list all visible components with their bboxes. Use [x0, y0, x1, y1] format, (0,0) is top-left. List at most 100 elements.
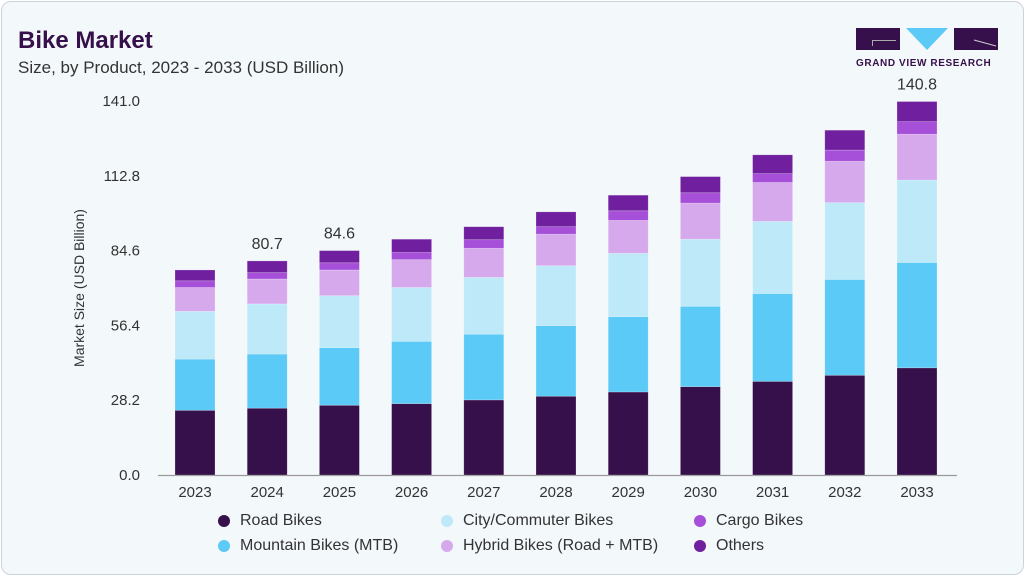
bar-segment-hybrid-bikes-road-mtb-2027 [463, 247, 505, 278]
bar-segment-road-bikes-2031 [752, 381, 793, 476]
legend-label: Others [716, 537, 765, 554]
bar-segment-mountain-bikes-mtb-2032 [824, 279, 866, 376]
bar-segment-hybrid-bikes-road-mtb-2026 [391, 259, 432, 288]
bar-segment-others-2026 [391, 238, 432, 253]
chart-subtitle: Size, by Product, 2023 - 2033 (USD Billi… [18, 58, 344, 77]
legend-label: Road Bikes [240, 512, 322, 529]
legend-swatch [694, 515, 706, 527]
x-tick-label: 2027 [467, 484, 500, 501]
legend-swatch [441, 515, 453, 527]
bar-segment-others-2029 [607, 194, 649, 212]
bar-segment-others-2028 [535, 211, 577, 228]
bar-segment-mountain-bikes-mtb-2026 [391, 341, 432, 404]
bar-segment-city-commuter-bikes-2033 [896, 179, 938, 263]
bar-segment-others-2033 [896, 101, 938, 122]
y-tick-label: 141.0 [102, 93, 140, 110]
bar-segment-city-commuter-bikes-2023 [174, 311, 216, 360]
bar-segment-cargo-bikes-2028 [535, 226, 577, 235]
data-label: 80.7 [252, 236, 283, 253]
y-tick-label: 56.4 [111, 317, 140, 334]
legend-swatch [218, 515, 230, 527]
bar-segment-hybrid-bikes-road-mtb-2025 [319, 269, 360, 296]
legend-label: Hybrid Bikes (Road + MTB) [463, 537, 659, 554]
bar-segment-city-commuter-bikes-2027 [463, 277, 505, 335]
data-label: 140.8 [897, 77, 937, 94]
bar-segment-others-2025 [319, 250, 360, 264]
bar-segment-others-2023 [174, 269, 216, 282]
bar-segment-road-bikes-2027 [463, 399, 505, 476]
y-tick-label: 112.8 [104, 168, 140, 185]
y-tick-label: 28.2 [111, 392, 140, 409]
x-tick-label: 2025 [323, 484, 356, 501]
bar-segment-hybrid-bikes-road-mtb-2031 [752, 182, 793, 222]
bar-segment-mountain-bikes-mtb-2023 [174, 358, 216, 411]
bar-segment-cargo-bikes-2033 [896, 121, 938, 135]
bar-segment-road-bikes-2030 [680, 386, 721, 476]
bar-segment-mountain-bikes-mtb-2030 [680, 306, 721, 387]
bar-segment-road-bikes-2026 [391, 403, 432, 476]
bar-segment-mountain-bikes-mtb-2031 [752, 293, 793, 382]
legend-item: Road Bikes [218, 512, 322, 530]
x-tick-label: 2033 [900, 484, 933, 501]
bar-segment-cargo-bikes-2026 [391, 252, 432, 260]
bar-segment-others-2031 [752, 154, 793, 174]
bar-segment-others-2024 [246, 260, 288, 273]
bar-segment-hybrid-bikes-road-mtb-2033 [896, 133, 938, 181]
x-tick-label: 2030 [684, 484, 717, 501]
bar-segment-road-bikes-2028 [535, 395, 577, 476]
x-tick-label: 2026 [395, 484, 428, 501]
legend-label: Mountain Bikes (MTB) [240, 537, 399, 554]
bar-segment-hybrid-bikes-road-mtb-2028 [535, 233, 577, 267]
legend-item: Mountain Bikes (MTB) [218, 537, 398, 555]
bar-segment-city-commuter-bikes-2026 [391, 287, 432, 342]
grand-view-research-logo [856, 28, 998, 50]
x-tick-label: 2024 [251, 484, 284, 501]
data-label: 84.6 [324, 226, 355, 243]
bar-segment-road-bikes-2024 [246, 407, 288, 476]
bar-segment-city-commuter-bikes-2029 [607, 252, 649, 317]
bar-segment-hybrid-bikes-road-mtb-2024 [246, 278, 288, 305]
legend-swatch [694, 540, 706, 552]
bar-segment-others-2030 [680, 176, 721, 194]
bar-segment-mountain-bikes-mtb-2025 [319, 347, 360, 406]
legend-item: City/Commuter Bikes [441, 512, 613, 530]
bar-segment-road-bikes-2033 [896, 367, 938, 476]
bar-segment-cargo-bikes-2030 [680, 192, 721, 204]
legend-item: Others [694, 537, 764, 555]
bar-segment-others-2032 [824, 129, 866, 151]
bar-segment-cargo-bikes-2027 [463, 239, 505, 249]
bar-segment-mountain-bikes-mtb-2024 [246, 353, 288, 409]
y-tick-label: 84.6 [111, 243, 140, 260]
bar-segment-mountain-bikes-mtb-2028 [535, 325, 577, 397]
bar-segment-hybrid-bikes-road-mtb-2023 [174, 287, 216, 312]
bar-segment-city-commuter-bikes-2031 [752, 221, 793, 294]
bar-segment-hybrid-bikes-road-mtb-2030 [680, 202, 721, 240]
bar-segment-cargo-bikes-2032 [824, 149, 866, 162]
bar-segment-cargo-bikes-2029 [607, 210, 649, 221]
bar-segment-cargo-bikes-2023 [174, 280, 216, 288]
legend-label: City/Commuter Bikes [463, 512, 614, 529]
bar-segment-road-bikes-2029 [607, 391, 649, 476]
bar-segment-hybrid-bikes-road-mtb-2032 [824, 160, 866, 203]
legend-swatch [218, 540, 230, 552]
bar-segment-mountain-bikes-mtb-2027 [463, 333, 505, 401]
y-axis-label: Market Size (USD Billion) [71, 209, 87, 367]
bar-segment-road-bikes-2025 [319, 404, 360, 476]
bar-segment-city-commuter-bikes-2030 [680, 238, 721, 307]
bar-segment-mountain-bikes-mtb-2033 [896, 262, 938, 369]
bar-segment-city-commuter-bikes-2032 [824, 202, 866, 280]
bar-segment-cargo-bikes-2024 [246, 272, 288, 280]
bar-segment-city-commuter-bikes-2028 [535, 265, 577, 326]
legend-swatch [441, 540, 453, 552]
chart-title: Bike Market [18, 27, 153, 54]
bar-segment-city-commuter-bikes-2025 [319, 295, 360, 348]
x-tick-label: 2031 [756, 484, 789, 501]
bar-segment-others-2027 [463, 226, 505, 241]
bar-segment-mountain-bikes-mtb-2029 [607, 316, 649, 393]
bar-segment-city-commuter-bikes-2024 [246, 303, 288, 355]
x-tick-label: 2023 [178, 484, 211, 501]
bar-segment-road-bikes-2023 [174, 409, 216, 476]
x-tick-label: 2032 [828, 484, 861, 501]
bar-segment-hybrid-bikes-road-mtb-2029 [607, 220, 649, 254]
